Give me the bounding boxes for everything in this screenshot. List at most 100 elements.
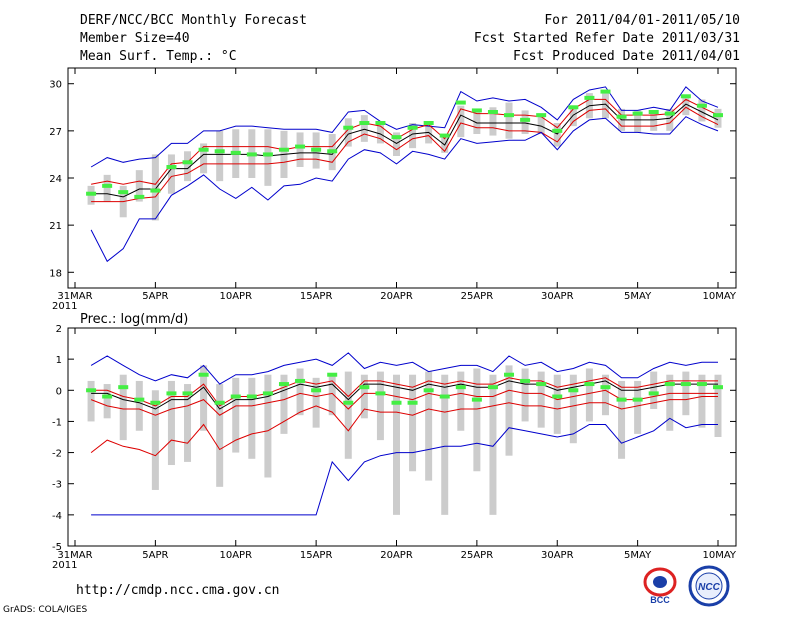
panel1-spread-bar <box>360 115 368 142</box>
panel2-spread-bar <box>698 374 706 428</box>
panel2-observed-marker <box>198 372 209 377</box>
panel1-observed-marker <box>713 113 723 118</box>
panel1-spread-bar <box>167 154 175 194</box>
panel2-title: Prec.: log(mm/d) <box>80 312 188 327</box>
bcc-logo-text: BCC <box>650 595 670 605</box>
panel1-observed-marker <box>423 121 434 125</box>
panel2-observed-marker <box>278 382 289 387</box>
panel2-spread-bar <box>650 371 658 409</box>
panel2-observed-marker <box>295 378 306 383</box>
source-url[interactable]: http://cmdp.ncc.cma.gov.cn <box>76 583 280 598</box>
panel1-y-tick-label: 30 <box>49 80 62 91</box>
panel1-observed-marker <box>552 128 563 133</box>
panel1-spread-bar <box>634 110 642 133</box>
panel2-spread-bar <box>393 374 400 515</box>
panel1-year-label: 2011 <box>52 301 77 312</box>
panel2-observed-marker <box>584 382 595 387</box>
panel1-observed-marker <box>327 149 338 154</box>
panel2-x-tick-label: 10APR <box>219 550 252 561</box>
panel2-spread-bar <box>569 374 577 444</box>
panel2-observed-marker <box>536 382 547 387</box>
panel2-series-lower-spread <box>90 389 718 416</box>
panel1-x-tick-label: 10APR <box>219 291 252 302</box>
panel1-spread-bar <box>601 93 609 119</box>
panel1-observed-marker <box>455 100 466 105</box>
panel2-observed-marker <box>407 400 418 405</box>
panel2-spread-bar <box>119 374 127 441</box>
panel2-spread-bar <box>601 374 609 416</box>
panel2-spread-bar <box>87 380 95 422</box>
panel2-observed-marker <box>150 400 161 405</box>
panel2-observed-marker <box>230 394 241 399</box>
panel2-x-tick-label: 30APR <box>541 550 574 561</box>
panel2-spread-bar <box>264 374 272 478</box>
ncc-logo-text: NCC <box>698 582 720 593</box>
panel2-spread-bar <box>425 371 433 481</box>
panel1-series-upper-spread <box>91 98 719 185</box>
panel2-spread-bar <box>135 380 143 431</box>
panel1-spread-bar <box>200 143 208 174</box>
panel1-observed-marker <box>311 147 322 152</box>
panel2-spread-bar <box>232 377 240 453</box>
panel2-y-tick-label: -3 <box>52 480 62 491</box>
panel2-observed-marker <box>166 391 177 396</box>
panel2-series-ensemble-mean <box>91 380 718 410</box>
panel2-spread-bar <box>634 380 642 434</box>
panel2-spread-bar <box>360 374 368 419</box>
panel1-spread-bar <box>103 174 111 202</box>
panel2-spread-bar <box>714 374 722 437</box>
panel2-y-tick-label: 1 <box>56 355 62 366</box>
panel2-observed-marker <box>713 385 723 390</box>
panel1-spread-bar <box>151 154 159 221</box>
bcc-logo-ring <box>643 567 677 597</box>
panel2-observed-marker <box>520 378 531 383</box>
panel2-observed-marker <box>311 388 322 393</box>
panel1-x-tick-label: 5MAY <box>624 291 652 302</box>
panel1-observed-marker <box>632 111 643 116</box>
panel2-x-tick-label: 25APR <box>461 550 494 561</box>
panel1-spread-bar <box>489 107 497 136</box>
panel2-spread-bar <box>328 374 336 416</box>
panel2-observed-marker <box>391 400 402 405</box>
panel1-spread-bar <box>393 132 400 156</box>
panel1-observed-marker <box>375 121 386 125</box>
panel1-observed-marker <box>102 183 113 188</box>
panel2-spread-bar <box>167 380 175 466</box>
bcc-logo: BCC <box>643 567 677 605</box>
panel1-y-tick-label: 24 <box>49 174 62 185</box>
started-date: Fcst Started Refer Date 2011/03/31 <box>473 31 740 46</box>
panel1-observed-marker <box>439 133 450 138</box>
panel2-year-label: 2011 <box>52 560 77 571</box>
panel1-spread-bar <box>505 102 513 139</box>
forecast-period: For 2011/04/01-2011/05/10 <box>544 13 740 28</box>
panel2-spread-bar <box>280 374 288 434</box>
panel1-observed-marker <box>504 113 515 118</box>
panel1-x-tick-label: 5APR <box>142 291 168 302</box>
panel1-observed-marker <box>198 147 209 152</box>
panel1-spread-bar <box>344 118 352 147</box>
panel1-spread-bar <box>521 110 529 134</box>
panel2-observed-marker <box>616 397 627 402</box>
panel2-y-tick-label: -2 <box>52 449 62 460</box>
panel2-observed-marker <box>455 385 466 390</box>
panel2-observed-marker <box>487 385 498 390</box>
variable-label: Mean Surf. Temp.: °C <box>80 49 237 64</box>
panel2-observed-marker <box>471 397 482 402</box>
panel2-y-tick-label: 0 <box>56 386 62 397</box>
panel2-spread-bar <box>344 371 352 459</box>
panel2-spread-bar <box>473 368 481 472</box>
panel2-observed-marker <box>648 391 659 396</box>
panel1-observed-marker <box>359 121 370 125</box>
panel2-spread-bar <box>618 380 626 459</box>
panel2-x-tick-label: 31MAR <box>57 550 92 561</box>
panel2-observed-marker <box>600 385 611 390</box>
panel2-spread-bar <box>184 384 192 462</box>
panel1-x-tick-label: 10MAY <box>702 291 736 302</box>
panel1-spread-bar <box>473 108 481 134</box>
panel1-x-tick-label: 30APR <box>541 291 574 302</box>
panel1-spread-bar <box>650 110 658 131</box>
panel1-observed-marker <box>246 152 257 157</box>
panel1-observed-marker <box>600 89 611 94</box>
panel2-observed-marker <box>86 388 97 393</box>
